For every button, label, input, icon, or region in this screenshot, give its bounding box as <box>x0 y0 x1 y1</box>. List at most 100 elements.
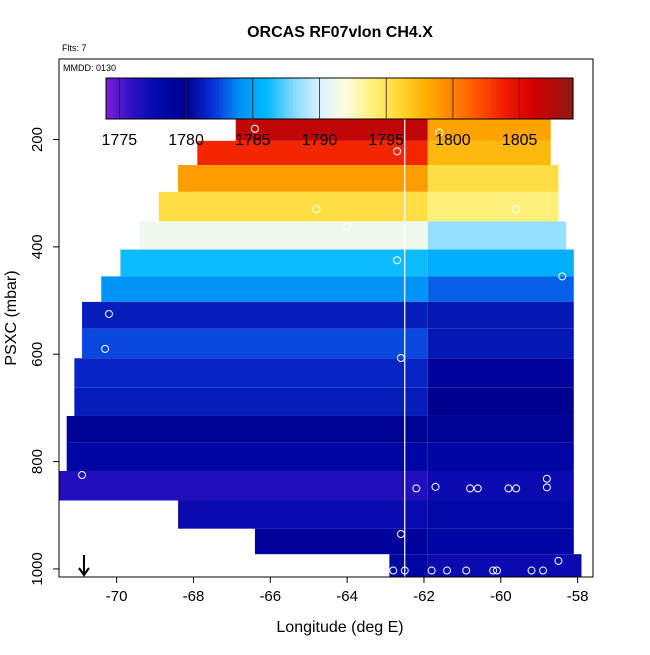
colorbar-swatch <box>299 78 304 119</box>
sample-point <box>101 344 110 353</box>
colorbar-swatch <box>266 78 271 119</box>
colorbar-swatch <box>339 78 344 119</box>
heatmap-row-west <box>178 500 428 529</box>
sample-point <box>527 566 536 575</box>
colorbar-swatch <box>479 78 484 119</box>
colorbar-swatch <box>236 78 241 119</box>
sample-point <box>443 566 452 575</box>
colorbar-swatch <box>119 78 124 119</box>
colorbar-swatch <box>482 78 487 119</box>
heatmap-row-east <box>427 191 559 222</box>
flights-annotation: Flts: 7 <box>62 43 87 53</box>
colorbar-swatch <box>462 78 467 119</box>
x-axis-label: Longitude (deg E) <box>276 619 403 636</box>
colorbar-swatch <box>316 78 321 119</box>
heatmap-row-west <box>178 165 428 192</box>
colorbar-swatch <box>522 78 527 119</box>
sample-point <box>539 566 548 575</box>
sample-point <box>466 484 475 493</box>
colorbar-swatch <box>519 78 524 119</box>
heatmap-row-west <box>82 301 428 329</box>
colorbar-swatch <box>346 78 351 119</box>
colorbar-swatch <box>122 78 127 119</box>
x-tick-label: -66 <box>259 588 281 605</box>
colorbar-tick-label: 1775 <box>102 132 138 149</box>
colorbar-swatch <box>229 78 234 119</box>
colorbar-swatch <box>156 78 160 119</box>
colorbar-swatch <box>442 78 447 119</box>
colorbar-swatch <box>209 78 214 119</box>
colorbar-swatch <box>399 78 404 119</box>
heatmap-row-east <box>427 165 559 192</box>
heatmap-row-east <box>427 221 567 250</box>
colorbar-swatch <box>372 78 377 119</box>
colorbar-swatch <box>159 78 164 119</box>
colorbar-swatch <box>526 78 531 119</box>
colorbar-swatch <box>382 78 387 119</box>
colorbar-swatch <box>116 78 120 119</box>
colorbar-swatch <box>502 78 507 119</box>
heatmap-cells <box>59 116 582 577</box>
colorbar-tick-label: 1790 <box>302 132 338 149</box>
sample-point <box>250 124 259 133</box>
colorbar-swatch <box>499 78 504 119</box>
colorbar-swatch <box>532 78 537 119</box>
colorbar-swatch <box>562 78 567 119</box>
y-axis-label: PSXC (mbar) <box>3 270 20 365</box>
colorbar-swatch <box>336 78 341 119</box>
colorbar-swatch <box>332 78 337 119</box>
colorbar-swatch <box>269 78 274 119</box>
sample-point <box>554 556 563 565</box>
colorbar-swatch <box>412 78 417 119</box>
mmdd-annotation: MMDD: 0130 <box>63 63 116 73</box>
heatmap-row-east <box>427 249 574 277</box>
sample-point <box>400 566 409 575</box>
sample-point <box>78 471 87 480</box>
colorbar-swatch <box>516 78 521 119</box>
colorbar-swatch <box>476 78 481 119</box>
heatmap-row-east <box>427 328 574 359</box>
sample-point <box>512 205 521 214</box>
colorbar-frame <box>105 77 574 120</box>
sample-point <box>104 309 113 318</box>
colorbar-swatch <box>466 78 471 119</box>
colorbar-swatch <box>262 78 267 119</box>
heatmap-row-east <box>427 442 574 471</box>
colorbar-swatch <box>106 78 110 119</box>
heatmap-row-west <box>59 470 428 501</box>
colorbar-swatch <box>252 78 257 119</box>
colorbar-swatch <box>312 78 317 119</box>
x-tick-label: -70 <box>106 588 128 605</box>
colorbar-swatch <box>249 78 254 119</box>
sample-point <box>473 484 482 493</box>
colorbar-swatch <box>392 78 397 119</box>
heatmap-row-east <box>427 116 551 141</box>
colorbar-swatch <box>162 78 167 119</box>
sample-point <box>396 353 405 362</box>
heatmap-row-east <box>427 470 574 501</box>
heatmap-row-west <box>74 358 428 388</box>
sample-point <box>431 482 440 491</box>
colorbar-swatch <box>512 78 517 119</box>
colorbar-swatch <box>356 78 361 119</box>
colorbar-swatch <box>166 78 170 119</box>
down-arrow-icon <box>78 555 90 577</box>
x-axis: -70 -68 -66 -64 -62 -60 -58 <box>106 577 588 605</box>
heatmap-row-west <box>158 191 428 222</box>
colorbar-swatch <box>326 78 331 119</box>
colorbar-swatch <box>322 78 327 119</box>
colorbar-swatch <box>492 78 497 119</box>
colorbar-swatch <box>359 78 364 119</box>
colorbar-swatch <box>409 78 414 119</box>
colorbar-swatch <box>472 78 477 119</box>
sample-point <box>412 484 421 493</box>
colorbar-swatch <box>272 78 277 119</box>
colorbar-swatch <box>426 78 431 119</box>
colorbar-swatch <box>292 78 297 119</box>
y-tick-label: 800 <box>29 449 46 474</box>
colorbar-swatch <box>436 78 441 119</box>
colorbar-tick-label: 1795 <box>368 132 404 149</box>
heatmap-row-east <box>427 528 574 555</box>
colorbar-swatch <box>319 78 324 119</box>
